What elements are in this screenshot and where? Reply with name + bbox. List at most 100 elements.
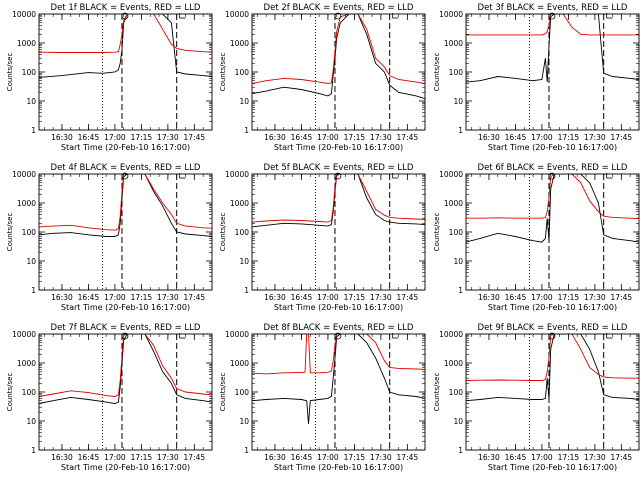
peak-circle-marker	[334, 332, 342, 340]
peak-circle-marker	[121, 172, 129, 180]
y-axis-label: Counts/sec	[219, 373, 227, 412]
peak-corner-marker	[392, 173, 399, 179]
lld-series-line	[39, 14, 212, 53]
y-tick-label: 100	[22, 388, 37, 397]
y-tick-label: 1000	[444, 39, 463, 48]
y-tick-label: 1000	[17, 199, 36, 208]
peak-circle-marker	[334, 12, 342, 20]
y-axis-label: Counts/sec	[219, 53, 227, 92]
lld-series-line	[466, 334, 639, 381]
events-series-line	[466, 334, 639, 402]
peak-circle-marker	[548, 12, 556, 20]
peak-corner-marker	[392, 13, 399, 19]
chart-title: Det 4f BLACK = Events, RED = LLD	[51, 163, 201, 173]
x-tick-label: 17:30	[157, 133, 179, 142]
x-axis-label: Start Time (20-Feb-10 16:17:00)	[488, 463, 617, 472]
chart-panel-9: Det 9f BLACK = Events, RED = LLD 1 10 100 10…	[433, 323, 640, 472]
y-tick-label: 10000	[439, 330, 463, 339]
y-tick-label: 10	[26, 97, 36, 106]
x-tick-label: 17:15	[344, 133, 366, 142]
x-tick-label: 17:45	[611, 133, 633, 142]
y-axis-label: Counts/sec	[6, 373, 14, 412]
y-tick-label: 1	[31, 446, 36, 455]
x-tick-label: 17:30	[157, 453, 179, 462]
chart-panel-4: Det 4f BLACK = Events, RED = LLD 1 10 100 10…	[6, 163, 213, 312]
events-series-line	[39, 334, 212, 404]
x-axis-label: Start Time (20-Feb-10 16:17:00)	[488, 143, 617, 152]
x-tick-label: 17:15	[558, 453, 580, 462]
events-series-line	[39, 174, 212, 237]
y-tick-label: 10000	[439, 10, 463, 19]
events-series-line	[466, 14, 639, 83]
x-tick-label: 17:30	[584, 133, 606, 142]
lld-series-line	[39, 174, 212, 231]
chart-panel-8: Det 8f BLACK = Events, RED = LLD 1 10 100 10…	[219, 323, 426, 472]
y-tick-label: 10	[239, 257, 249, 266]
y-tick-label: 10	[453, 97, 463, 106]
y-tick-label: 10000	[12, 330, 36, 339]
y-tick-label: 100	[235, 388, 250, 397]
chart-title: Det 9f BLACK = Events, RED = LLD	[478, 323, 628, 333]
x-tick-label: 17:00	[104, 133, 126, 142]
chart-title: Det 5f BLACK = Events, RED = LLD	[264, 163, 414, 173]
y-tick-label: 10	[26, 417, 36, 426]
x-tick-label: 17:00	[531, 453, 553, 462]
x-tick-label: 17:15	[558, 293, 580, 302]
plot-frame	[38, 173, 213, 291]
y-tick-label: 1000	[230, 359, 249, 368]
x-tick-label: 17:45	[611, 453, 633, 462]
plot-frame	[251, 333, 426, 451]
x-tick-label: 16:30	[478, 293, 500, 302]
x-tick-label: 16:45	[78, 453, 100, 462]
x-tick-label: 16:45	[291, 453, 313, 462]
y-tick-label: 1000	[17, 39, 36, 48]
peak-corner-marker	[179, 333, 186, 339]
x-tick-label: 17:45	[611, 293, 633, 302]
y-tick-label: 1000	[444, 359, 463, 368]
y-tick-label: 100	[449, 228, 464, 237]
y-tick-label: 10	[239, 97, 249, 106]
x-tick-label: 17:15	[131, 293, 153, 302]
y-tick-label: 100	[449, 68, 464, 77]
x-tick-label: 16:30	[51, 133, 73, 142]
y-axis-label: Counts/sec	[433, 213, 441, 252]
x-tick-label: 17:45	[184, 133, 206, 142]
x-tick-label: 17:30	[370, 453, 392, 462]
x-tick-label: 17:45	[184, 293, 206, 302]
y-tick-label: 100	[449, 388, 464, 397]
events-series-line	[466, 174, 639, 243]
y-tick-label: 10000	[225, 170, 249, 179]
y-tick-label: 100	[22, 228, 37, 237]
chart-title: Det 3f BLACK = Events, RED = LLD	[478, 3, 628, 13]
y-tick-label: 100	[22, 68, 37, 77]
x-tick-label: 17:00	[531, 133, 553, 142]
x-tick-label: 16:45	[78, 293, 100, 302]
x-axis-label: Start Time (20-Feb-10 16:17:00)	[274, 143, 403, 152]
chart-panel-3: Det 3f BLACK = Events, RED = LLD 1 10 100 10…	[433, 3, 640, 152]
x-tick-label: 17:00	[104, 453, 126, 462]
chart-title: Det 2f BLACK = Events, RED = LLD	[264, 3, 414, 13]
x-tick-label: 16:30	[264, 133, 286, 142]
chart-title: Det 8f BLACK = Events, RED = LLD	[264, 323, 414, 333]
x-axis-label: Start Time (20-Feb-10 16:17:00)	[61, 143, 190, 152]
chart-panel-6: Det 6f BLACK = Events, RED = LLD 1 10 100 10…	[433, 163, 640, 312]
y-tick-label: 1000	[230, 39, 249, 48]
x-tick-label: 17:00	[317, 133, 339, 142]
y-tick-label: 10000	[225, 10, 249, 19]
x-tick-label: 16:45	[505, 293, 527, 302]
y-tick-label: 1	[244, 446, 249, 455]
y-tick-label: 1000	[444, 199, 463, 208]
chart-panel-7: Det 7f BLACK = Events, RED = LLD 1 10 100 10…	[6, 323, 213, 472]
x-tick-label: 16:45	[78, 133, 100, 142]
x-tick-label: 16:30	[478, 453, 500, 462]
x-tick-label: 17:30	[370, 133, 392, 142]
lld-series-line	[252, 14, 425, 84]
plot-frame	[251, 13, 426, 131]
chart-panel-1: Det 1f BLACK = Events, RED = LLD 1 10 100 10…	[6, 3, 213, 152]
y-tick-label: 100	[235, 228, 250, 237]
x-tick-label: 17:15	[131, 133, 153, 142]
x-tick-label: 17:00	[317, 293, 339, 302]
peak-circle-marker	[334, 172, 342, 180]
x-tick-label: 17:00	[104, 293, 126, 302]
